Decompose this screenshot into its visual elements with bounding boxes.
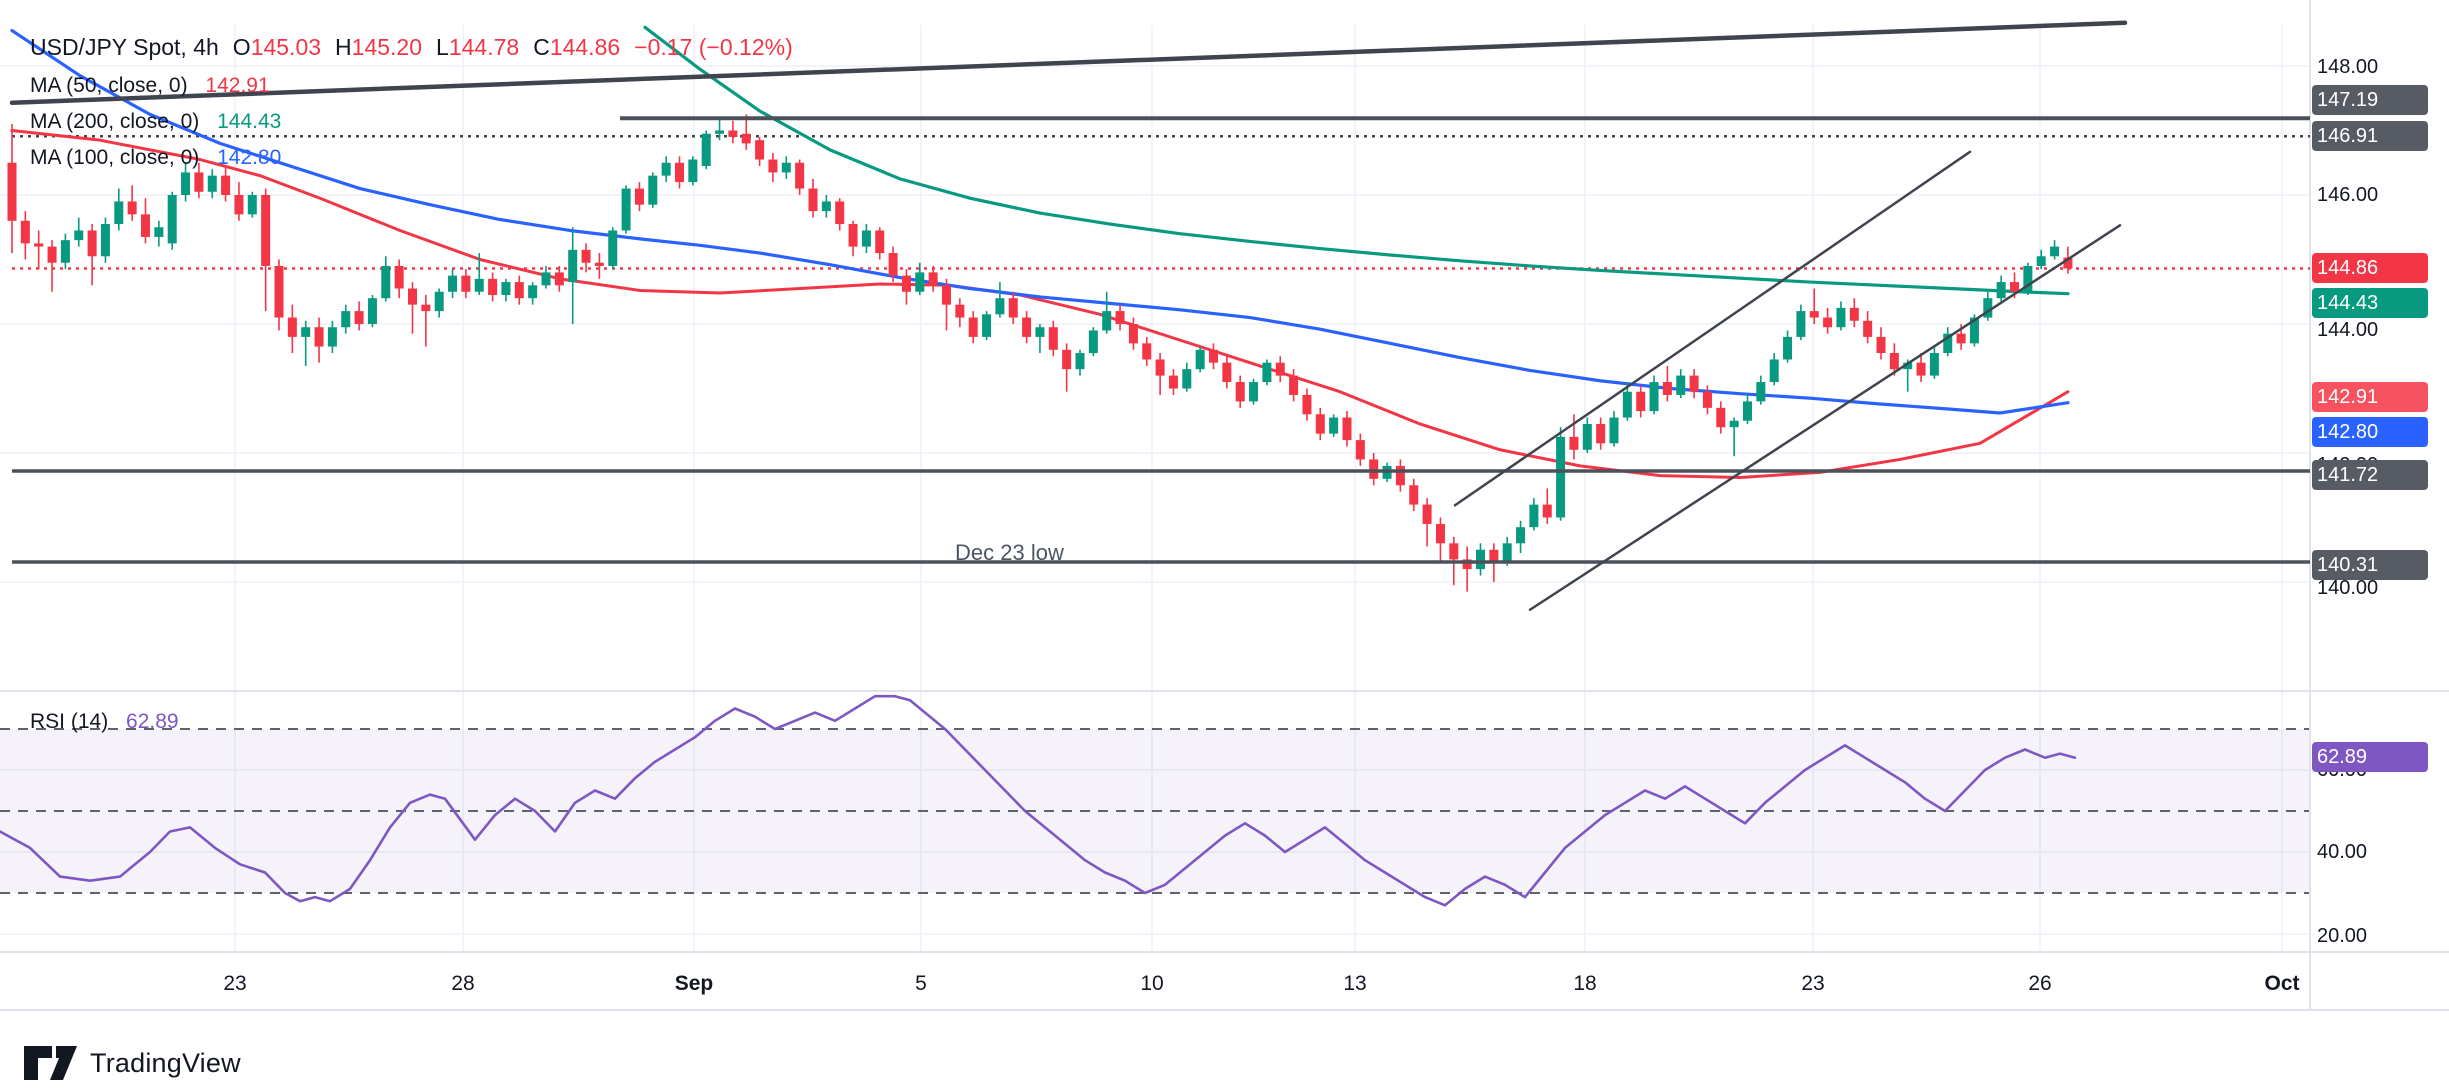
time-axis-label[interactable]: 28 bbox=[451, 972, 475, 995]
ma50-legend[interactable]: MA (50, close, 0) 142.91 bbox=[30, 74, 270, 98]
time-axis-label[interactable]: 26 bbox=[2028, 972, 2052, 995]
time-axis-label[interactable]: 5 bbox=[915, 972, 927, 995]
ohlc-field-value: 145.03 bbox=[250, 34, 322, 60]
price-axis-badge: 146.91 bbox=[2312, 121, 2428, 151]
ohlc-field-label: L bbox=[436, 34, 449, 60]
price-axis-badge: 147.19 bbox=[2312, 85, 2428, 115]
price-axis-badge: 141.72 bbox=[2312, 460, 2428, 490]
tradingview-logo-text: TradingView bbox=[90, 1047, 241, 1078]
tradingview-logo-icon bbox=[24, 1046, 77, 1080]
change-value: −0.17 (−0.12%) bbox=[634, 34, 793, 60]
price-axis-badge: 142.80 bbox=[2312, 417, 2428, 447]
price-axis-label[interactable]: 20.00 bbox=[2317, 925, 2368, 947]
ma200-label: MA (200, close, 0) bbox=[30, 110, 200, 133]
ma50-label: MA (50, close, 0) bbox=[30, 74, 188, 97]
price-axis-label[interactable]: 40.00 bbox=[2317, 841, 2368, 863]
ohlc-field-value: 145.20 bbox=[351, 34, 423, 60]
time-axis-label[interactable]: 10 bbox=[1140, 972, 1164, 995]
time-axis-label[interactable]: 13 bbox=[1343, 972, 1367, 995]
ma100-value: 142.80 bbox=[217, 146, 282, 169]
price-axis-label[interactable]: 148.00 bbox=[2317, 56, 2379, 78]
rsi-label: RSI (14) bbox=[30, 710, 109, 733]
ma200-value: 144.43 bbox=[217, 110, 282, 133]
ma100-label: MA (100, close, 0) bbox=[30, 146, 200, 169]
ohlc-field-value: 144.86 bbox=[549, 34, 621, 60]
price-axis-label[interactable]: 140.00 bbox=[2317, 577, 2379, 599]
ohlc-field-label: O bbox=[232, 34, 251, 60]
price-axis-badge: 142.91 bbox=[2312, 382, 2428, 412]
price-axis-badge: 144.86 bbox=[2312, 253, 2428, 283]
price-axis-label[interactable]: 146.00 bbox=[2317, 184, 2379, 206]
price-axis-badge: 140.31 bbox=[2312, 550, 2428, 580]
ohlc-fields: O145.03 H145.20 L144.78 C144.86 bbox=[219, 34, 620, 60]
rsi-legend[interactable]: RSI (14) 62.89 bbox=[30, 710, 179, 734]
symbol-title: USD/JPY Spot, 4h bbox=[30, 34, 219, 60]
dec-23-low-annotation[interactable]: Dec 23 low bbox=[955, 540, 1064, 565]
time-axis-label[interactable]: 18 bbox=[1573, 972, 1597, 995]
tradingview-watermark[interactable]: TradingView bbox=[24, 1044, 241, 1082]
ohlc-field-value: 144.78 bbox=[448, 34, 520, 60]
ohlc-field-label: C bbox=[533, 34, 550, 60]
rsi-value: 62.89 bbox=[126, 710, 179, 733]
time-axis-label[interactable]: 23 bbox=[1801, 972, 1825, 995]
ma100-legend[interactable]: MA (100, close, 0) 142.80 bbox=[30, 146, 281, 170]
price-axis-label[interactable]: 144.00 bbox=[2317, 319, 2379, 341]
time-axis-label[interactable]: Oct bbox=[2264, 972, 2300, 995]
time-axis-label[interactable]: Sep bbox=[674, 972, 714, 995]
ma200-legend[interactable]: MA (200, close, 0) 144.43 bbox=[30, 110, 281, 134]
ma50-value: 142.91 bbox=[205, 74, 270, 97]
price-axis-badge: 144.43 bbox=[2312, 288, 2428, 318]
ohlc-field-label: H bbox=[335, 34, 352, 60]
price-axis-badge: 62.89 bbox=[2312, 742, 2428, 772]
symbol-legend[interactable]: USD/JPY Spot, 4h O145.03 H145.20 L144.78 C14… bbox=[30, 34, 793, 61]
time-axis-label[interactable]: 23 bbox=[223, 972, 247, 995]
